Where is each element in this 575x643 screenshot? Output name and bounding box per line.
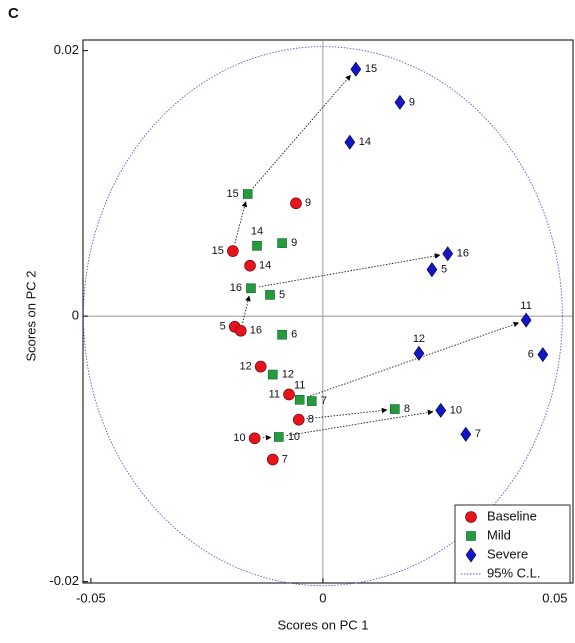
point-label: 16	[457, 248, 469, 260]
x-tick-label: 0	[319, 590, 326, 605]
point-label: 5	[220, 321, 226, 333]
plot-frame	[83, 40, 573, 583]
point-label: 12	[282, 368, 294, 380]
point-label: 5	[279, 289, 285, 301]
point-label: 6	[291, 329, 297, 341]
arrow	[259, 255, 440, 287]
point-label: 14	[359, 136, 371, 148]
point-label: 8	[308, 414, 314, 426]
point-label: 15	[212, 245, 224, 257]
point	[290, 198, 301, 209]
point	[255, 361, 266, 372]
point-label: 9	[291, 237, 297, 249]
point	[253, 241, 262, 250]
arrow	[235, 202, 246, 244]
y-axis-label: Scores on PC 2	[23, 270, 38, 361]
point-label: 11	[294, 380, 305, 392]
point	[390, 405, 399, 414]
point-label: 5	[441, 264, 447, 276]
point-label: 9	[409, 96, 415, 108]
legend-label: Severe	[487, 546, 528, 561]
legend-label: Mild	[487, 527, 511, 542]
y-tick-label: 0	[72, 308, 79, 323]
y-tick-label: -0.02	[49, 573, 79, 588]
point	[235, 325, 246, 336]
point-label: 11	[269, 388, 280, 400]
point	[268, 370, 277, 379]
point	[427, 263, 437, 277]
point-label: 12	[413, 333, 425, 345]
point	[293, 414, 304, 425]
point	[443, 247, 453, 261]
point-label: 7	[321, 395, 327, 407]
point	[243, 190, 252, 199]
legend-marker	[466, 512, 477, 523]
point-label: 7	[475, 428, 481, 440]
point-label: 6	[528, 349, 534, 361]
point-label: 14	[259, 260, 271, 272]
point	[227, 246, 238, 257]
x-axis-label: Scores on PC 1	[277, 617, 368, 632]
arrow	[253, 75, 351, 188]
point	[278, 239, 287, 248]
point-label: 14	[251, 226, 263, 238]
point-label: 10	[288, 431, 300, 443]
legend-label: 95% C.L.	[487, 565, 540, 580]
arrow	[307, 410, 387, 419]
point	[395, 95, 405, 109]
point-label: 15	[226, 188, 238, 200]
panel-label: C	[8, 5, 19, 22]
point-label: 8	[404, 403, 410, 415]
point-label: 15	[365, 63, 377, 75]
point-label: 9	[305, 197, 311, 209]
point	[295, 395, 304, 404]
point-label: 7	[282, 453, 288, 465]
point	[265, 290, 274, 299]
point	[249, 433, 260, 444]
point	[246, 284, 255, 293]
point-label: 16	[250, 325, 262, 337]
point-label: 12	[239, 361, 251, 373]
x-tick-label: 0.05	[542, 590, 567, 605]
y-tick-label: 0.02	[54, 42, 79, 57]
point-label: 11	[520, 300, 531, 312]
point	[267, 454, 278, 465]
point	[521, 313, 531, 327]
point-label: 10	[450, 404, 462, 416]
point-label: 16	[230, 282, 242, 294]
point	[345, 135, 355, 149]
point-label: 10	[233, 432, 245, 444]
point	[278, 330, 287, 339]
point	[436, 403, 446, 417]
point	[274, 432, 283, 441]
x-tick-label: -0.05	[76, 590, 106, 605]
point	[461, 427, 471, 441]
point	[538, 348, 548, 362]
point	[307, 397, 316, 406]
legend-label: Baseline	[487, 508, 537, 523]
arrow	[243, 296, 249, 323]
point	[284, 389, 295, 400]
point	[351, 62, 361, 76]
legend-marker	[467, 532, 476, 541]
point	[245, 260, 256, 271]
point	[414, 346, 424, 360]
